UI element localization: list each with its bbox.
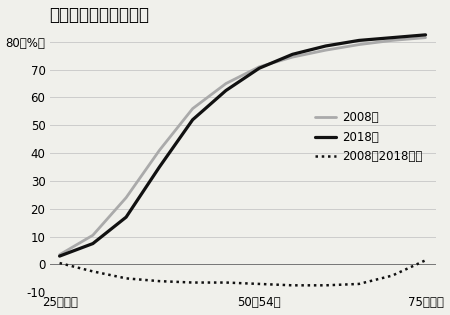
2008と2018の差 bbox=[223, 281, 229, 284]
2018年 bbox=[423, 33, 428, 37]
2018年 bbox=[323, 44, 328, 48]
2018年 bbox=[123, 215, 129, 219]
2018年 bbox=[356, 38, 362, 42]
2008と2018の差 bbox=[90, 270, 95, 273]
2008と2018の差 bbox=[323, 284, 328, 287]
Line: 2008と2018の差: 2008と2018の差 bbox=[59, 260, 426, 285]
2008年 bbox=[256, 65, 262, 69]
2008と2018の差 bbox=[256, 282, 262, 286]
2008と2018の差 bbox=[57, 261, 62, 265]
2008と2018の差 bbox=[290, 284, 295, 287]
2008年 bbox=[57, 253, 62, 257]
2008と2018の差 bbox=[157, 279, 162, 283]
2008と2018の差 bbox=[390, 274, 395, 278]
2008年 bbox=[90, 233, 95, 237]
2008年 bbox=[423, 36, 428, 39]
2008と2018の差 bbox=[123, 277, 129, 280]
Legend: 2008年, 2018年, 2008と2018の差: 2008年, 2018年, 2008と2018の差 bbox=[311, 108, 426, 167]
2008と2018の差 bbox=[423, 258, 428, 262]
Line: 2008年: 2008年 bbox=[59, 37, 426, 255]
2008年 bbox=[323, 48, 328, 52]
2008年 bbox=[123, 196, 129, 199]
2018年 bbox=[157, 165, 162, 169]
2008と2018の差 bbox=[190, 281, 195, 284]
2018年 bbox=[390, 36, 395, 39]
2008年 bbox=[223, 82, 229, 85]
2008年 bbox=[290, 55, 295, 59]
2008と2018の差 bbox=[356, 282, 362, 286]
2008年 bbox=[190, 107, 195, 111]
2008年 bbox=[356, 43, 362, 47]
2018年 bbox=[57, 254, 62, 258]
2008年 bbox=[157, 148, 162, 152]
2018年 bbox=[90, 242, 95, 245]
2018年 bbox=[290, 52, 295, 56]
Line: 2018年: 2018年 bbox=[59, 35, 426, 256]
2018年 bbox=[256, 66, 262, 70]
2008年 bbox=[390, 38, 395, 42]
2018年 bbox=[190, 118, 195, 122]
Text: 年齢別持ち家率の変化: 年齢別持ち家率の変化 bbox=[50, 6, 149, 24]
2018年 bbox=[223, 89, 229, 92]
